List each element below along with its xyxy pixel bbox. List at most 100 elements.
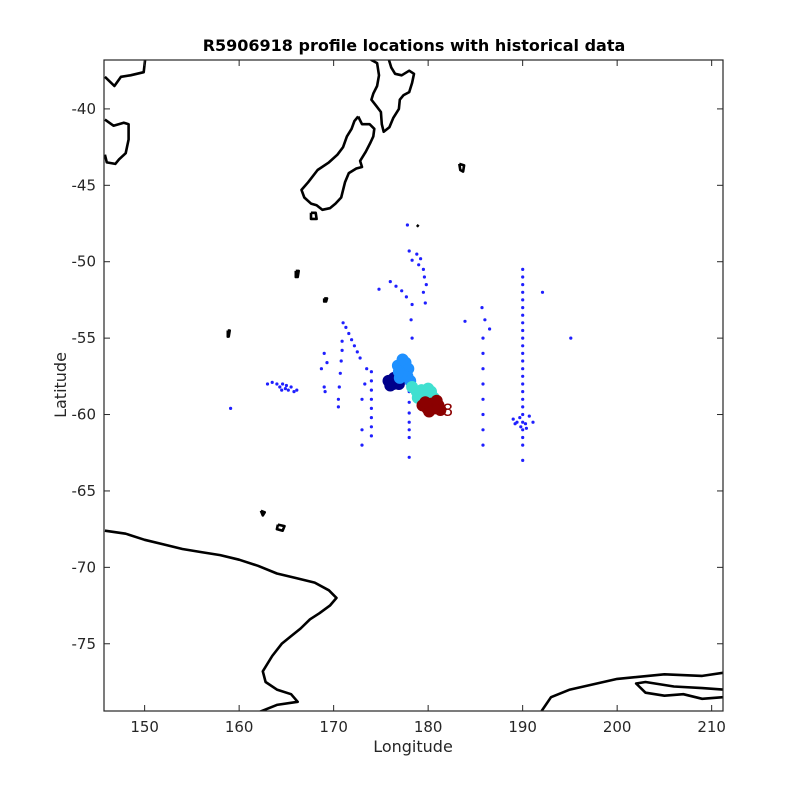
x-tick-label: 190	[508, 718, 537, 736]
historical-point-92	[369, 425, 373, 429]
track_latest-point-6	[419, 396, 432, 409]
historical-point-15	[423, 301, 427, 305]
historical-point-24	[521, 275, 525, 279]
historical-point-13	[410, 302, 414, 307]
historical-point-47	[521, 458, 525, 462]
x-tick-label: 170	[319, 718, 348, 736]
y-tick-label: -50	[72, 253, 97, 271]
historical-point-38	[521, 382, 525, 386]
historical-point-107	[275, 382, 279, 386]
historical-point-54	[519, 425, 523, 429]
historical-point-67	[341, 321, 345, 325]
coastline-9	[415, 224, 420, 228]
historical-point-53	[531, 420, 535, 424]
historical-point-60	[481, 351, 485, 355]
historical-point-37	[521, 374, 525, 378]
x-tick-label: 200	[603, 718, 632, 736]
historical-point-7	[422, 275, 426, 279]
y-tick-label: -40	[72, 100, 97, 118]
historical-point-58	[569, 336, 573, 340]
historical-point-5	[419, 257, 423, 261]
x-tick-label: 160	[225, 718, 254, 736]
historical-point-62	[481, 382, 485, 386]
historical-point-59	[481, 336, 485, 340]
historical-point-51	[523, 422, 528, 426]
historical-point-27	[521, 298, 525, 302]
historical-point-103	[322, 385, 326, 389]
historical-point-25	[521, 283, 525, 287]
historical-point-85	[360, 443, 364, 447]
historical-point-33	[521, 344, 525, 348]
historical-point-44	[521, 428, 525, 432]
historical-point-76	[339, 359, 343, 363]
historical-point-78	[337, 385, 341, 389]
coastline-0	[369, 60, 416, 134]
historical-point-19	[480, 306, 484, 310]
track_mid-point-8	[396, 353, 409, 366]
historical-point-41	[521, 405, 525, 409]
historical-point-12	[404, 295, 408, 299]
float-id-label: 8	[442, 401, 453, 421]
historical-point-57	[540, 290, 545, 294]
historical-point-72	[355, 350, 359, 354]
historical-point-84	[360, 428, 364, 432]
historical-point-40	[521, 397, 525, 401]
historical-point-110	[283, 387, 287, 391]
y-tick-label: -75	[72, 635, 97, 653]
coastline-12	[104, 529, 338, 711]
historical-point-10	[394, 284, 398, 288]
historical-point-113	[292, 390, 296, 394]
coastline-7	[226, 329, 231, 338]
historical-point-43	[521, 420, 525, 424]
historical-point-117	[229, 406, 233, 410]
historical-point-63	[481, 397, 485, 401]
historical-point-56	[513, 422, 517, 426]
historical-point-1	[407, 249, 411, 253]
historical-point-18	[377, 287, 381, 291]
coastline-5	[458, 162, 466, 173]
historical-point-4	[417, 263, 421, 267]
historical-point-77	[338, 371, 342, 375]
historical-point-11	[400, 289, 404, 293]
historical-point-101	[322, 351, 326, 355]
historical-point-34	[521, 351, 525, 355]
historical-point-112	[289, 385, 293, 389]
historical-point-6	[421, 267, 425, 271]
coastline-8	[322, 297, 329, 303]
x-tick-label: 180	[414, 718, 443, 736]
coastline-2	[309, 211, 318, 221]
historical-point-45	[521, 435, 525, 440]
historical-point-75	[340, 348, 344, 352]
y-tick-label: -55	[72, 329, 97, 347]
historical-point-32	[521, 336, 525, 340]
track_mid-point-9	[392, 365, 405, 378]
historical-point-102	[319, 367, 323, 371]
historical-point-55	[524, 426, 529, 430]
y-tick-label: -65	[72, 482, 97, 500]
historical-point-20	[483, 318, 487, 322]
historical-point-71	[352, 344, 356, 348]
historical-point-14	[421, 290, 425, 294]
historical-point-3	[415, 252, 419, 256]
coastline-14	[540, 671, 723, 711]
historical-point-23	[521, 267, 525, 271]
historical-point-48	[511, 417, 515, 421]
historical-point-88	[369, 388, 373, 392]
coastline-11	[275, 523, 286, 532]
historical-point-108	[278, 385, 282, 389]
historical-point-95	[407, 400, 411, 404]
historical-point-98	[407, 428, 411, 432]
historical-point-26	[521, 290, 525, 294]
axis-ticks: 150 160 170 180 190 200 210 -40 -45 -50 -55 -60 -65 -…	[72, 60, 726, 736]
coastline-layer	[104, 60, 723, 711]
coastline-13	[634, 680, 723, 701]
historical-point-9	[388, 280, 392, 284]
y-axis-label: Latitude	[51, 352, 70, 418]
track_late-point-8	[422, 382, 435, 395]
historical-point-96	[407, 411, 411, 415]
historical-point-93	[369, 434, 373, 438]
historical-point-30	[521, 321, 525, 325]
profile-points-layer	[229, 223, 573, 462]
